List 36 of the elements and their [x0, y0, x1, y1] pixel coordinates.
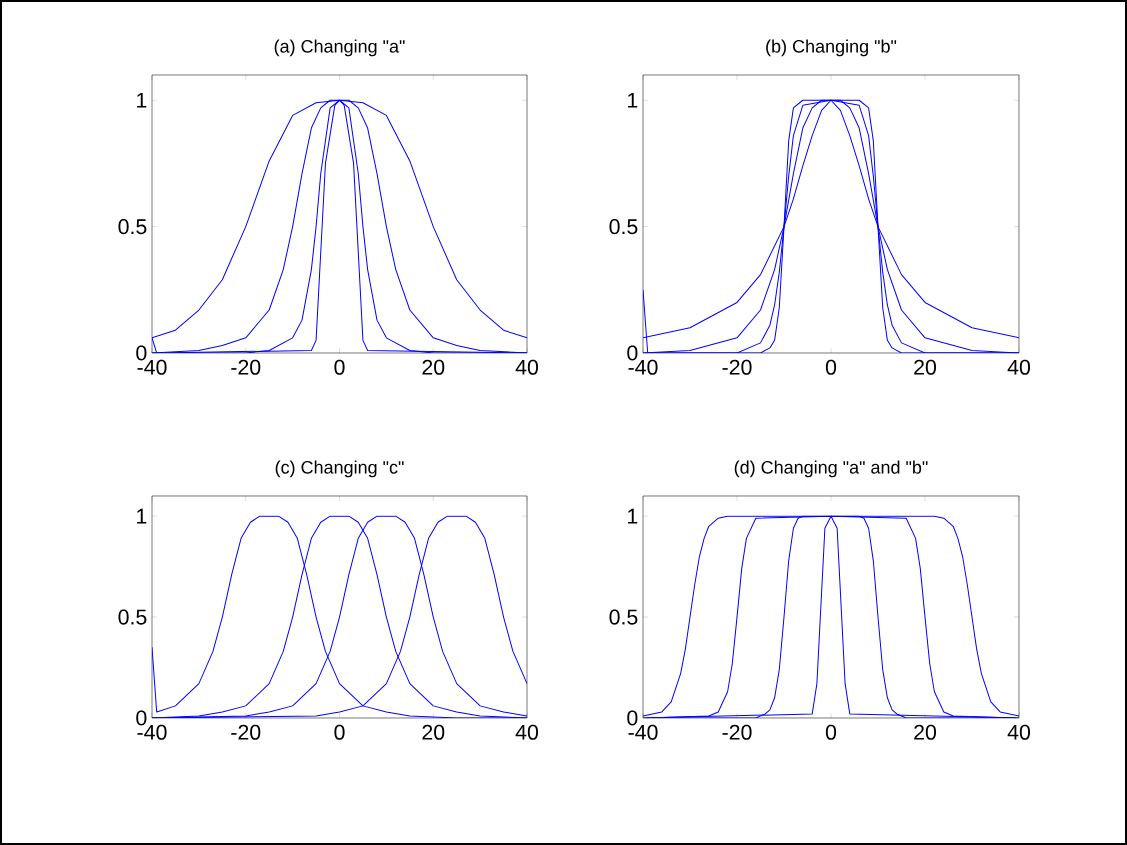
x-tick-label: 0 [334, 724, 345, 740]
x-tick-label: 40 [1007, 359, 1031, 375]
x-tick-label: -40 [628, 724, 658, 740]
x-tick-label: -20 [722, 359, 752, 375]
chart-title: (a) Changing "a" [274, 39, 405, 57]
x-tick-label: 40 [515, 724, 539, 740]
x-tick-label: -20 [722, 724, 752, 740]
y-tick-label: 1 [628, 92, 638, 108]
y-tick-label: 0 [136, 710, 147, 726]
chart-title: (d) Changing "a" and "b" [734, 460, 928, 478]
y-tick-label: 1 [628, 508, 638, 524]
y-tick-label: 1 [137, 508, 147, 524]
y-tick-label: 0.5 [118, 609, 147, 625]
x-tick-label: 0 [825, 724, 837, 740]
y-tick-label: 0 [627, 710, 638, 726]
y-tick-label: 0 [627, 345, 638, 361]
x-tick-label: 20 [914, 724, 937, 740]
x-tick-label: 20 [914, 359, 937, 375]
x-tick-label: -40 [137, 724, 167, 740]
y-tick-label: 0.5 [609, 219, 638, 235]
y-tick-label: 0.5 [118, 219, 147, 235]
y-tick-label: 0 [136, 345, 147, 361]
y-tick-label: 1 [137, 92, 147, 108]
x-tick-label: 0 [825, 359, 837, 375]
y-tick-label: 0.5 [609, 609, 638, 625]
x-tick-label: -40 [628, 359, 658, 375]
chart-title: (c) Changing "c" [275, 460, 404, 478]
x-tick-label: 40 [1007, 724, 1031, 740]
x-tick-label: 0 [334, 359, 345, 375]
x-tick-label: -20 [231, 359, 261, 375]
x-tick-label: 20 [422, 359, 445, 375]
x-tick-label: -20 [231, 724, 261, 740]
chart-title: (b) Changing "b" [766, 39, 897, 57]
x-tick-label: 20 [422, 724, 445, 740]
x-tick-label: -40 [137, 359, 167, 375]
x-tick-label: 40 [515, 359, 539, 375]
